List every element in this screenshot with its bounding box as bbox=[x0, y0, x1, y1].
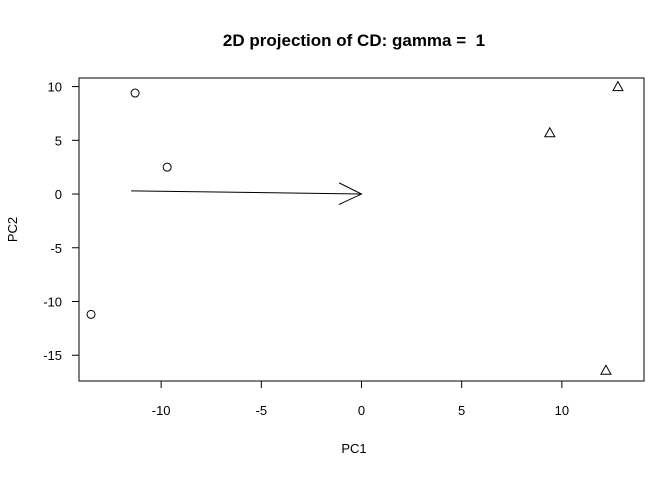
y-tick-label: -10 bbox=[43, 294, 62, 309]
circle-point bbox=[86, 309, 96, 319]
plot-frame bbox=[78, 77, 645, 382]
x-tick-label: 5 bbox=[458, 403, 465, 418]
y-tick-label: 5 bbox=[55, 133, 62, 148]
x-axis-label: PC1 bbox=[341, 441, 366, 456]
circle-point bbox=[162, 162, 172, 172]
y-tick-label: 10 bbox=[48, 80, 62, 95]
y-tick-label: -5 bbox=[50, 241, 62, 256]
arrow-head bbox=[338, 182, 363, 206]
chart-title: 2D projection of CD: gamma = 1 bbox=[223, 31, 485, 50]
annotations bbox=[131, 182, 363, 206]
y-tick-label: 0 bbox=[55, 187, 62, 202]
x-tick-label: -10 bbox=[152, 403, 171, 418]
arrow-shaft bbox=[131, 190, 362, 195]
triangle-point bbox=[600, 364, 612, 375]
y-tick-label: -15 bbox=[43, 348, 62, 363]
circle-point bbox=[130, 88, 140, 98]
triangle-point bbox=[543, 126, 556, 138]
y-axis-label: PC2 bbox=[5, 217, 20, 242]
y-axis: 10 5 0 -5 -10 -15 bbox=[43, 80, 80, 363]
x-axis: -10 -5 0 5 10 bbox=[152, 380, 569, 418]
x-tick-label: -5 bbox=[256, 403, 268, 418]
x-tick-label: 10 bbox=[555, 403, 569, 418]
triangle-point bbox=[612, 80, 624, 92]
data-points bbox=[86, 80, 624, 375]
x-tick-label: 0 bbox=[358, 403, 365, 418]
